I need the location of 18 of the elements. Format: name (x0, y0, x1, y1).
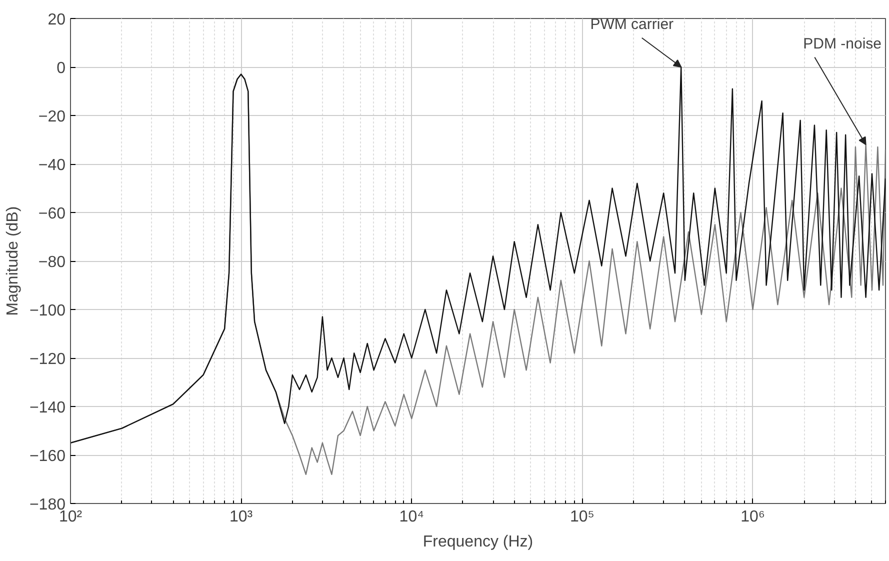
annotation: PWM carrier (590, 16, 674, 34)
y-tick-label: −140 (29, 400, 66, 416)
y-tick-label: −20 (38, 108, 66, 126)
y-tick-label: 0 (56, 60, 66, 77)
x-tick-label: 10⁴ (399, 508, 424, 526)
y-tick-label: −40 (38, 157, 66, 174)
y-axis-title: Magnitude (dB) (4, 206, 22, 316)
y-tick-label: 20 (48, 12, 66, 28)
y-tick-label: −80 (38, 254, 66, 271)
annotation: PDM -noise (803, 35, 882, 52)
x-axis-title: Frequency (Hz) (422, 534, 534, 550)
y-tick-label: −100 (29, 302, 66, 320)
y-tick-label: −60 (38, 206, 66, 222)
x-tick-label: 10³ (230, 508, 254, 526)
y-tick-label: −120 (29, 351, 66, 368)
x-tick-label: 10⁶ (740, 508, 765, 526)
x-tick-label: 10⁵ (570, 508, 594, 526)
y-tick-label: −160 (29, 448, 66, 465)
